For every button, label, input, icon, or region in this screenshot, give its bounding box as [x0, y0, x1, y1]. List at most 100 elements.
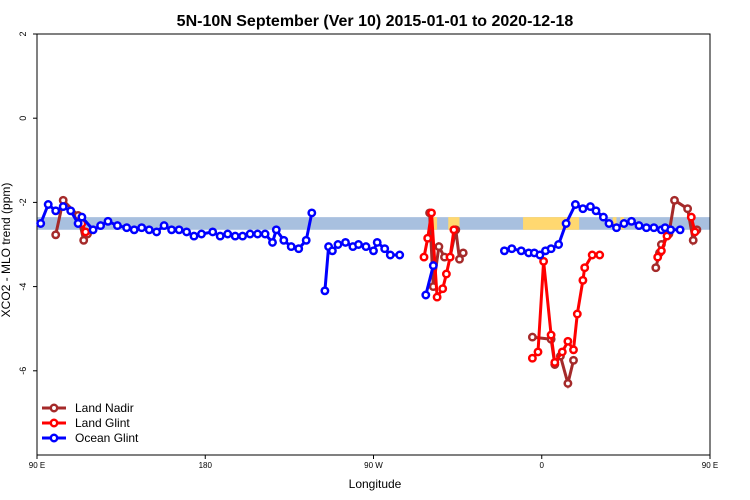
data-point [197, 229, 206, 239]
data-point [516, 246, 526, 256]
data-point [445, 252, 455, 262]
data-point [66, 206, 76, 216]
x-axis: 90 E 180 90 W 0 90 E [29, 455, 718, 470]
data-point [675, 225, 685, 235]
land-band-segment [612, 217, 617, 230]
data-point [666, 225, 676, 235]
data-point [455, 254, 464, 264]
data-point [238, 231, 248, 241]
data-point [152, 227, 162, 237]
data-point [627, 216, 636, 226]
data-point [539, 256, 549, 266]
data-point [690, 227, 700, 237]
data-point [385, 250, 395, 260]
data-point [36, 219, 46, 228]
data-point [561, 219, 571, 228]
series-land-glint [77, 208, 700, 367]
series-ocean-glint [36, 200, 685, 300]
legend-marker [49, 418, 59, 428]
data-point [634, 221, 644, 231]
land-band-segment [448, 217, 460, 230]
data-point [533, 347, 543, 357]
data-point [423, 233, 433, 243]
y-tick-label: -4 [18, 283, 28, 291]
data-point [653, 252, 663, 262]
legend-marker [49, 433, 59, 443]
data-point [354, 240, 363, 249]
data-point [341, 237, 350, 247]
data-point [144, 225, 154, 235]
data-point [81, 227, 91, 237]
data-point [286, 242, 296, 252]
x-tick-label: 90 E [702, 461, 718, 470]
y-tick-label: -6 [18, 367, 28, 375]
data-point [427, 208, 436, 218]
data-point [563, 378, 573, 388]
data-point [223, 229, 233, 239]
x-tick-label: 180 [199, 461, 213, 470]
data-point [372, 237, 382, 247]
data-point [507, 244, 517, 254]
data-point [320, 286, 330, 296]
data-point [51, 230, 61, 240]
data-point [103, 216, 113, 226]
legend-item: Ocean Glint [42, 431, 139, 445]
data-point [441, 269, 451, 279]
data-point [301, 235, 311, 245]
data-point [189, 231, 199, 241]
data-point [260, 229, 270, 239]
chart-title: 5N-10N September (Ver 10) 2015-01-01 to … [177, 13, 574, 30]
legend-marker [49, 403, 59, 413]
x-axis-label: Longitude [349, 477, 402, 491]
data-point [651, 263, 661, 273]
x-tick-label: 90 W [364, 461, 383, 470]
legend-label: Land Nadir [75, 401, 134, 415]
data-point [159, 221, 169, 231]
legend-item: Land Glint [42, 416, 130, 430]
data-point [587, 250, 597, 260]
data-point [546, 244, 556, 254]
data-point [245, 229, 255, 239]
data-point [182, 227, 192, 237]
data-point [662, 231, 672, 241]
data-point [112, 221, 122, 231]
data-point [361, 242, 371, 252]
land-band-segment [433, 217, 438, 230]
data-point [79, 235, 89, 245]
data-point [550, 357, 560, 367]
data-point [279, 235, 289, 245]
data-point [572, 309, 582, 319]
data-point [557, 347, 567, 357]
data-point [294, 244, 304, 254]
data-point [419, 252, 429, 262]
data-point [612, 223, 621, 233]
data-point [51, 206, 61, 216]
data-point [570, 200, 580, 209]
data-point [598, 212, 608, 222]
data-point [174, 225, 184, 235]
data-point [563, 336, 573, 346]
data-point [438, 284, 448, 294]
data-point [688, 235, 698, 245]
data-point [686, 212, 696, 222]
data-point [395, 250, 405, 260]
data-point [649, 223, 659, 233]
data-point [449, 225, 459, 235]
data-point [527, 332, 537, 342]
y-axis: 2 0 -2 -4 -6 [18, 31, 37, 375]
data-point [230, 231, 240, 241]
data-point [569, 345, 578, 355]
legend-item: Land Nadir [42, 401, 134, 415]
data-point [208, 227, 218, 237]
y-tick-label: -2 [18, 198, 28, 206]
data-point [527, 353, 537, 363]
data-point [167, 225, 177, 235]
data-point [580, 263, 590, 273]
data-point [73, 219, 83, 228]
x-tick-label: 0 [540, 461, 545, 470]
data-point [546, 330, 556, 340]
data-point [369, 246, 378, 256]
land-band-segment [523, 217, 580, 230]
data-point [327, 246, 337, 256]
